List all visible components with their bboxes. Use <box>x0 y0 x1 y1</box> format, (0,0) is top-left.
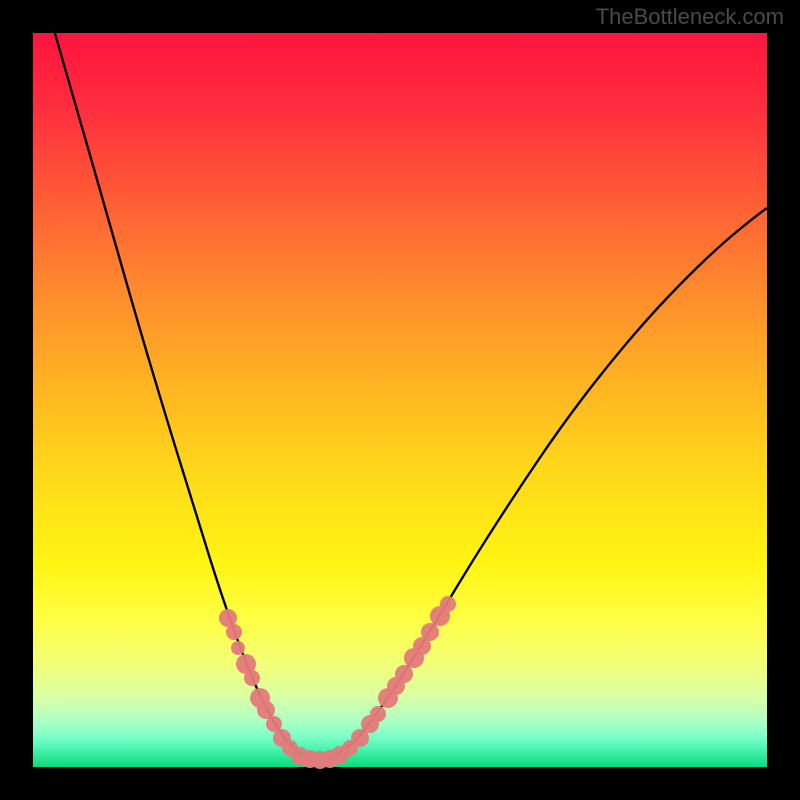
data-marker <box>395 665 413 683</box>
data-marker <box>231 641 245 655</box>
data-marker <box>226 624 242 640</box>
chart-svg <box>0 0 800 800</box>
data-marker <box>421 623 439 641</box>
watermark-text: TheBottleneck.com <box>596 4 784 30</box>
data-marker <box>370 706 386 722</box>
gradient-background <box>33 33 767 767</box>
data-marker <box>244 670 260 686</box>
data-marker <box>440 596 456 612</box>
